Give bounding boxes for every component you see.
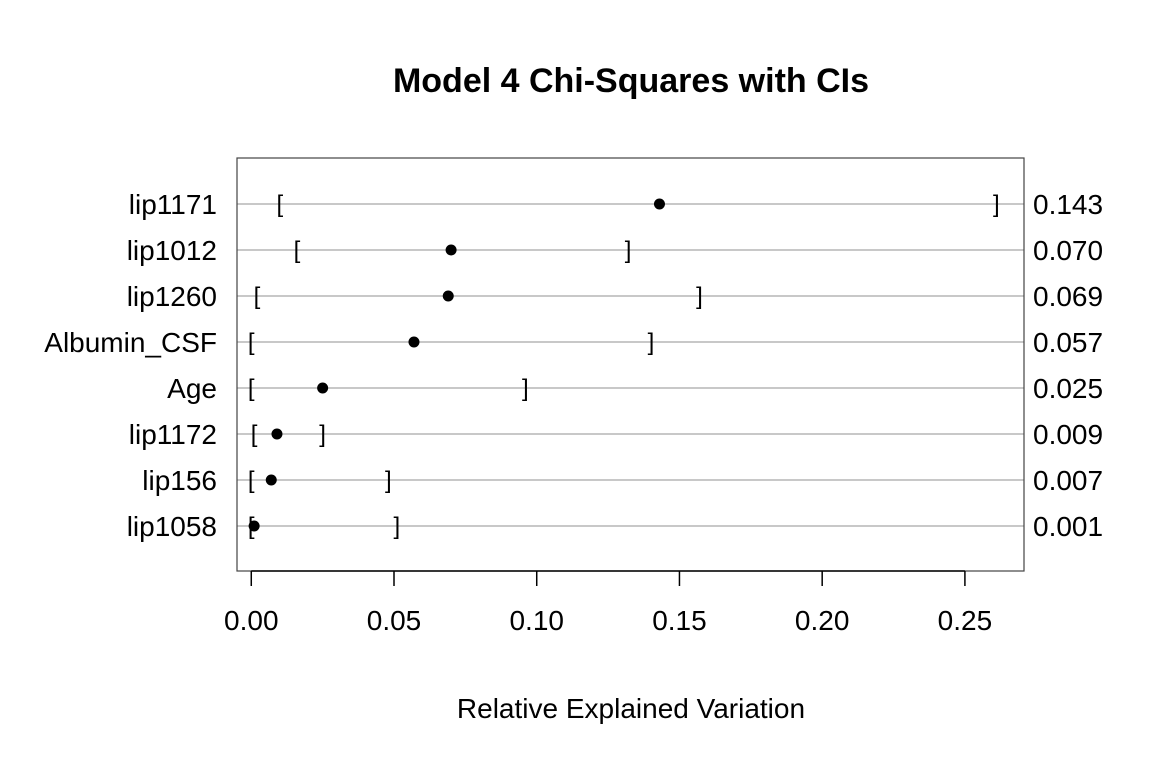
category-label: lip1012 bbox=[127, 235, 217, 266]
x-tick-label: 0.00 bbox=[224, 605, 279, 636]
category-labels: lip1171 lip1012 lip1260 Albumin_CSF Age lip11… bbox=[44, 189, 217, 542]
ci-lower-bracket: [ bbox=[276, 191, 283, 218]
ci-upper-bracket: ] bbox=[522, 375, 529, 402]
plot-frame bbox=[236, 157, 1025, 572]
ci-lower-bracket: [ bbox=[248, 467, 255, 494]
ci-upper-bracket: ] bbox=[993, 191, 1000, 218]
ci-lower-bracket: [ bbox=[248, 329, 255, 356]
ci-lower-bracket: [ bbox=[294, 237, 301, 264]
value-label: 0.069 bbox=[1033, 281, 1103, 312]
x-tick-label: 0.25 bbox=[938, 605, 993, 636]
ci-upper-bracket: ] bbox=[696, 283, 703, 310]
value-label: 0.143 bbox=[1033, 189, 1103, 220]
value-label: 0.009 bbox=[1033, 419, 1103, 450]
data-point bbox=[248, 520, 260, 532]
data-point bbox=[271, 428, 283, 440]
x-tick-label: 0.20 bbox=[795, 605, 850, 636]
ci-lower-bracket: [ bbox=[248, 375, 255, 402]
data-point bbox=[442, 290, 454, 302]
x-tick-label: 0.05 bbox=[367, 605, 422, 636]
category-label: lip1171 bbox=[129, 189, 217, 220]
value-labels: 0.143 0.070 0.069 0.057 0.025 0.009 0.007 0.001 bbox=[1033, 189, 1103, 542]
chart-title: Model 4 Chi-Squares with CIs bbox=[393, 62, 869, 100]
ci-upper-bracket: ] bbox=[648, 329, 655, 356]
value-label: 0.025 bbox=[1033, 373, 1103, 404]
data-point bbox=[653, 198, 665, 210]
x-axis: 0.00 0.05 0.10 0.15 0.20 0.25 bbox=[224, 570, 993, 636]
data-point bbox=[408, 336, 420, 348]
data-point bbox=[445, 244, 457, 256]
ci-lower-bracket: [ bbox=[254, 283, 261, 310]
category-label: Albumin_CSF bbox=[44, 327, 217, 358]
ci-lower-bracket: [ bbox=[251, 421, 258, 448]
x-tick-label: 0.10 bbox=[509, 605, 564, 636]
value-label: 0.070 bbox=[1033, 235, 1103, 266]
ci-upper-bracket: ] bbox=[394, 513, 401, 540]
value-label: 0.001 bbox=[1033, 511, 1103, 542]
value-label: 0.057 bbox=[1033, 327, 1103, 358]
ci-upper-bracket: ] bbox=[625, 237, 632, 264]
grid-lines bbox=[237, 203, 1024, 527]
value-label: 0.007 bbox=[1033, 465, 1103, 496]
data-point bbox=[317, 382, 329, 394]
category-label: lip156 bbox=[142, 465, 217, 496]
category-label: Age bbox=[167, 373, 217, 404]
ci-upper-bracket: ] bbox=[385, 467, 392, 494]
data-point bbox=[265, 474, 277, 486]
category-label: lip1058 bbox=[127, 511, 217, 542]
category-label: lip1260 bbox=[127, 281, 217, 312]
x-tick-label: 0.15 bbox=[652, 605, 707, 636]
data-marks: [][][][][][][][] bbox=[248, 191, 1000, 540]
ci-upper-bracket: ] bbox=[319, 421, 326, 448]
category-label: lip1172 bbox=[129, 419, 217, 450]
x-axis-label: Relative Explained Variation bbox=[457, 693, 805, 724]
